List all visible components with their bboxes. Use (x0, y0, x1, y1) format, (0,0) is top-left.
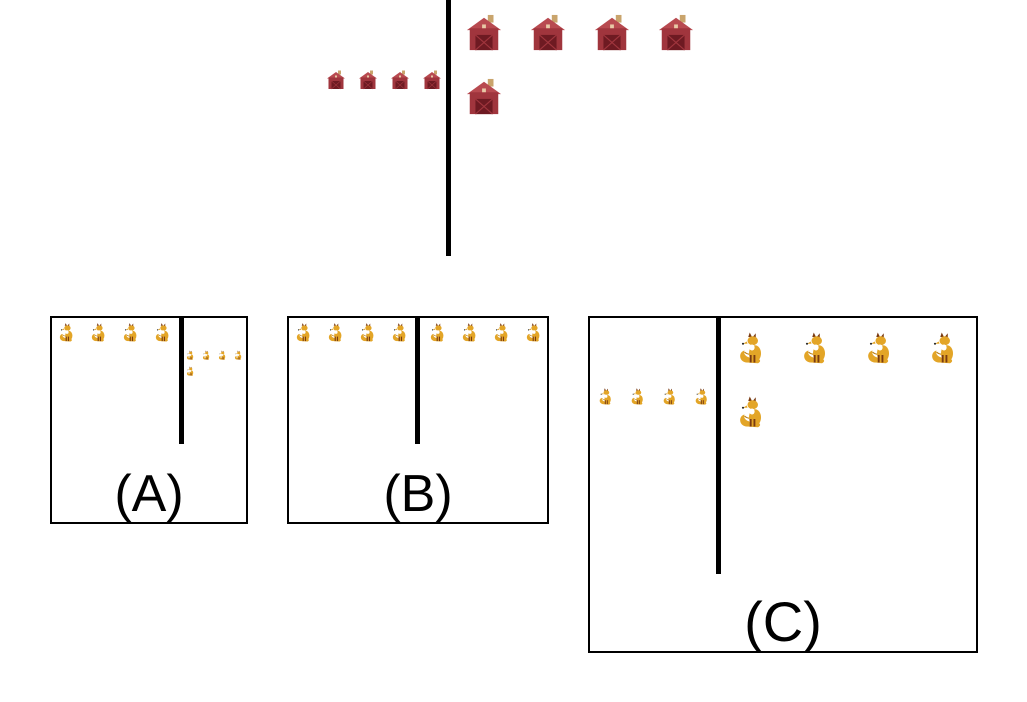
barn-icon (657, 12, 695, 54)
fox-icon (598, 386, 614, 408)
fox-icon (525, 322, 543, 344)
barn-icon (593, 12, 631, 54)
fox-icon (327, 322, 345, 344)
prompt-divider-line (446, 0, 451, 256)
prompt-panel (0, 0, 1027, 260)
option-a-label: (A) (114, 465, 184, 523)
option-a-card[interactable]: (A) (50, 316, 248, 524)
fox-icon (694, 386, 710, 408)
fox-icon (122, 322, 140, 344)
option-c-card[interactable]: (C) (588, 316, 978, 653)
fox-icon (202, 350, 211, 361)
fox-icon (234, 350, 243, 361)
fox-icon (801, 328, 831, 370)
barn-icon (465, 12, 503, 54)
fox-icon (218, 350, 227, 361)
fox-icon (929, 328, 959, 370)
option-b-label: (B) (383, 465, 453, 523)
barn-icon (465, 76, 503, 118)
option-c-divider-line (716, 318, 721, 574)
fox-icon (58, 322, 76, 344)
fox-icon (865, 328, 895, 370)
fox-icon (737, 328, 767, 370)
fox-icon (359, 322, 377, 344)
barn-icon (390, 69, 410, 91)
fox-icon (90, 322, 108, 344)
fox-icon (391, 322, 409, 344)
option-a-divider-line (179, 318, 184, 444)
fox-icon (295, 322, 313, 344)
fox-icon (737, 392, 767, 434)
barn-icon (529, 12, 567, 54)
fox-icon (154, 322, 172, 344)
fox-icon (429, 322, 447, 344)
barn-icon (358, 69, 378, 91)
fox-icon (461, 322, 479, 344)
fox-icon (186, 366, 195, 377)
option-b-divider-line (415, 318, 420, 444)
fox-icon (630, 386, 646, 408)
barn-icon (326, 69, 346, 91)
option-c-label: (C) (744, 590, 822, 653)
fox-icon (186, 350, 195, 361)
option-b-card[interactable]: (B) (287, 316, 549, 524)
fox-icon (493, 322, 511, 344)
fox-icon (662, 386, 678, 408)
barn-icon (422, 69, 442, 91)
